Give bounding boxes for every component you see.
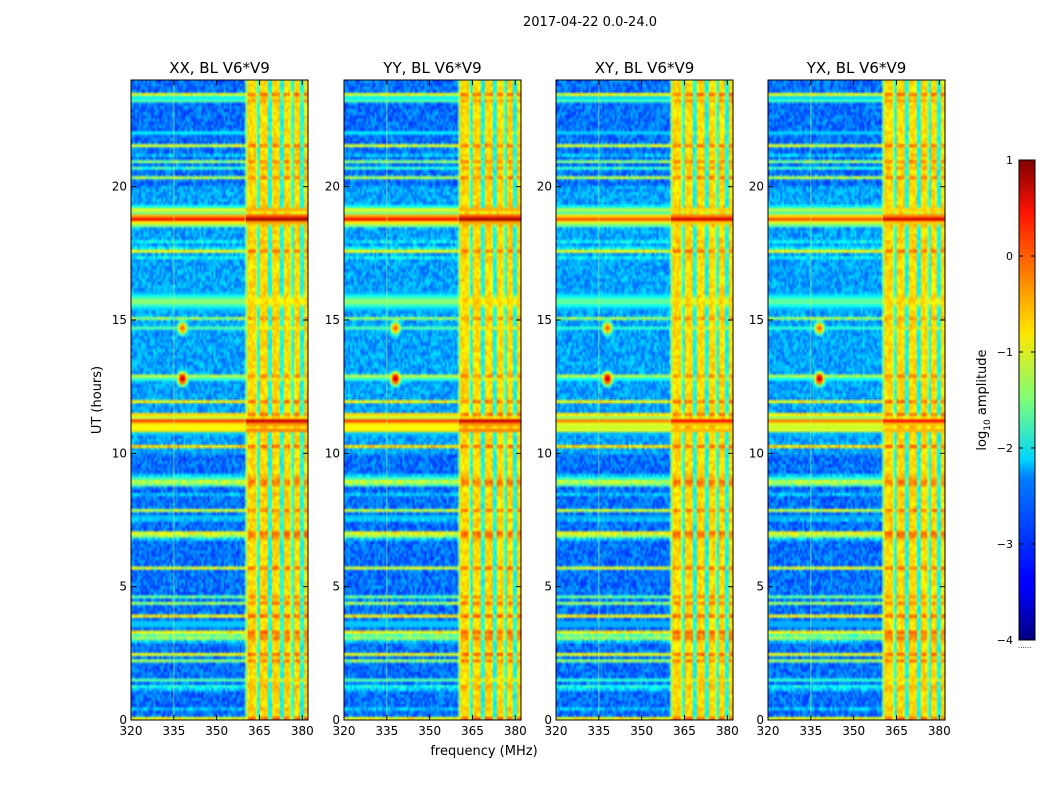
y-tick-label: 5 (119, 580, 127, 594)
colorbar-tick-label: 0 (1006, 250, 1013, 263)
x-tick-label: 380 (291, 724, 314, 738)
figure-suptitle: 2017-04-22 0.0-24.0 (523, 15, 657, 30)
x-tick-label: 320 (120, 724, 143, 738)
y-tick-label: 20 (749, 180, 764, 194)
heatmap-image-yy (344, 80, 521, 720)
x-tick-label: 350 (418, 724, 441, 738)
panel-frame (555, 79, 734, 721)
x-axis-label: frequency (MHz) (430, 744, 537, 759)
panel-yx: YX, BL V6*V9 320 335 350 365 380 0 5 10 15 20 (749, 59, 951, 738)
heatmap-image-xx (131, 80, 308, 720)
y-tick-label: 10 (325, 446, 340, 460)
panel-xx: XX, BL V6*V9 320 335 350 365 380 0 5 10 15 20 (112, 59, 314, 738)
colorbar-label-rest: amplitude (975, 349, 990, 419)
colorbar-tick-label: −3 (997, 538, 1013, 551)
y-axis-label: UT (hours) (90, 366, 105, 434)
y-tick-label: 15 (325, 313, 340, 327)
x-tick-label: 335 (375, 724, 398, 738)
x-tick-label: 350 (842, 724, 865, 738)
colorbar-extra-marker: ...... (1018, 642, 1031, 650)
x-tick-label: 335 (587, 724, 610, 738)
x-tick-label: 335 (162, 724, 185, 738)
y-tick-label: 10 (112, 446, 127, 460)
y-tick-label: 15 (537, 313, 552, 327)
panel-title: YX, BL V6*V9 (806, 59, 907, 77)
y-tick-label: 20 (112, 180, 127, 194)
colorbar-fill (1018, 159, 1036, 641)
x-tick-label: 380 (504, 724, 527, 738)
x-tick-label: 365 (885, 724, 908, 738)
colorbar-tick-label: −2 (997, 442, 1013, 455)
y-tick-label: 20 (537, 180, 552, 194)
x-tick-label: 380 (928, 724, 951, 738)
x-tick-label: 320 (545, 724, 568, 738)
heatmap-image-yx (768, 80, 945, 720)
heatmap-image-xy (556, 80, 733, 720)
y-tick-label: 5 (756, 580, 764, 594)
y-tick-label: 0 (544, 713, 552, 727)
y-tick-label: 10 (537, 446, 552, 460)
colorbar-tick-label: 1 (1006, 154, 1013, 167)
x-tick-label: 320 (333, 724, 356, 738)
x-tick-label: 365 (673, 724, 696, 738)
x-tick-label: 350 (205, 724, 228, 738)
panel-title: XY, BL V6*V9 (595, 59, 695, 77)
panel-frame (343, 79, 522, 721)
colorbar-label-base: log (975, 431, 990, 451)
colorbar: 10−1−2−3−4 log10 amplitude ...... (975, 154, 1036, 650)
x-tick-label: 320 (757, 724, 780, 738)
panel-title: YY, BL V6*V9 (382, 59, 481, 77)
y-tick-label: 10 (749, 446, 764, 460)
y-tick-label: 20 (325, 180, 340, 194)
x-tick-label: 380 (716, 724, 739, 738)
x-tick-label: 365 (248, 724, 271, 738)
colorbar-ticks: 1 0 −1 −2 −3 −4 (997, 154, 1035, 647)
x-tick-label: 335 (799, 724, 822, 738)
colorbar-tick-label: −4 (997, 634, 1013, 647)
colorbar-label-sub: 10 (983, 419, 993, 431)
y-tick-label: 0 (756, 713, 764, 727)
colorbar-label: log10 amplitude (975, 349, 993, 450)
colorbar-tick-label: −1 (997, 346, 1013, 359)
panel-frame (767, 79, 946, 721)
y-tick-label: 0 (332, 713, 340, 727)
y-tick-label: 5 (544, 580, 552, 594)
y-tick-label: 5 (332, 580, 340, 594)
panel-title: XX, BL V6*V9 (169, 59, 270, 77)
panel-frame (130, 79, 309, 721)
x-tick-label: 365 (461, 724, 484, 738)
y-tick-label: 15 (112, 313, 127, 327)
panel-yy: YY, BL V6*V9 320 335 350 365 380 0 5 10 15 20 (325, 59, 527, 738)
x-tick-label: 350 (630, 724, 653, 738)
y-tick-label: 15 (749, 313, 764, 327)
panel-xy: XY, BL V6*V9 320 335 350 365 380 0 5 10 15 20 (537, 59, 739, 738)
y-tick-label: 0 (119, 713, 127, 727)
